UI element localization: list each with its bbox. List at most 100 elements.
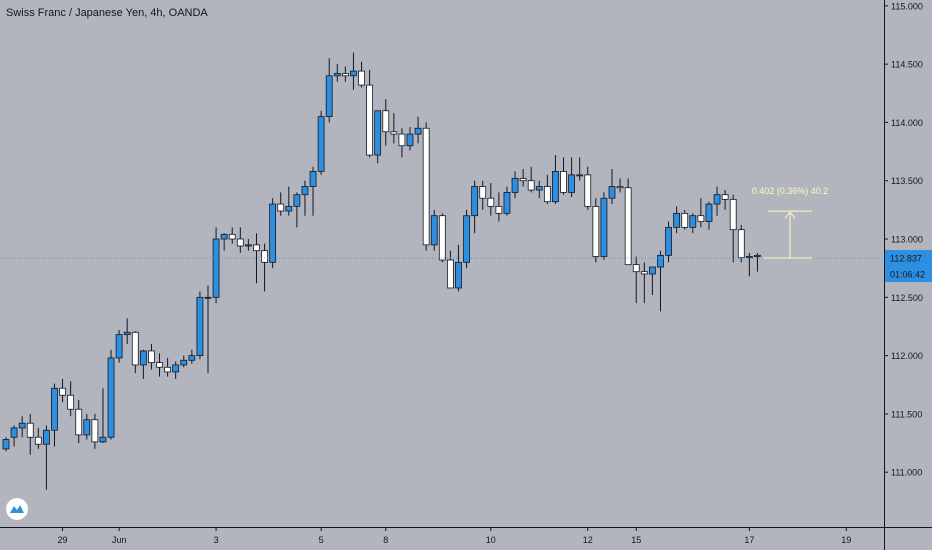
candle-body bbox=[301, 186, 309, 196]
candle-body bbox=[697, 215, 705, 222]
candle-body bbox=[689, 215, 697, 228]
candle-body bbox=[624, 187, 632, 266]
candle-body bbox=[374, 110, 382, 156]
measure-overlay: 0.402 (0.36%) 40.2 bbox=[0, 186, 884, 520]
candle-body bbox=[350, 70, 357, 77]
current-price-value: 112.837 bbox=[890, 254, 922, 264]
candle-body bbox=[253, 244, 260, 252]
time-axis: 29 Jun 3 5 8 10 12 15 17 19 bbox=[0, 527, 932, 550]
candle-body bbox=[269, 203, 277, 263]
candle-body bbox=[123, 331, 131, 336]
candle-body bbox=[430, 215, 438, 246]
time-tick-label: 10 bbox=[486, 535, 496, 545]
candle-body bbox=[729, 198, 737, 231]
candle-body bbox=[325, 75, 333, 117]
logo-mark bbox=[10, 505, 24, 513]
candle-body bbox=[131, 331, 139, 366]
candle-body bbox=[75, 408, 83, 436]
time-tick-label: 5 bbox=[319, 535, 324, 545]
candle-body bbox=[616, 186, 624, 189]
candle-body bbox=[59, 387, 66, 396]
candle-body bbox=[455, 261, 462, 289]
candle-body bbox=[156, 362, 163, 368]
candle-body bbox=[543, 186, 551, 203]
measure-arrow-head bbox=[784, 211, 796, 219]
candle-body bbox=[406, 133, 414, 147]
candle-body bbox=[244, 244, 252, 247]
candle-body bbox=[91, 419, 99, 443]
candle-body bbox=[600, 197, 608, 257]
candle-body bbox=[552, 170, 559, 203]
candle-body bbox=[115, 334, 123, 359]
candle-body bbox=[657, 254, 664, 268]
candle-body bbox=[681, 212, 689, 228]
candle-body bbox=[503, 191, 511, 214]
candle-body bbox=[471, 186, 479, 217]
candle-body bbox=[10, 427, 18, 438]
measure-label: 0.402 (0.36%) 40.2 bbox=[752, 186, 829, 196]
bar-countdown: 01:06:42 bbox=[890, 270, 925, 280]
candle-body bbox=[43, 429, 50, 445]
candle-body bbox=[188, 355, 196, 361]
candle-body bbox=[568, 174, 575, 193]
candle-body bbox=[745, 256, 753, 259]
candle-body bbox=[2, 439, 10, 450]
candle-body bbox=[649, 266, 656, 275]
time-tick-label: 3 bbox=[214, 535, 219, 545]
candle-body bbox=[446, 259, 454, 289]
price-tick-label: 112.500 bbox=[891, 293, 923, 303]
candle-body bbox=[83, 419, 91, 436]
candle-body bbox=[341, 73, 349, 77]
candle-body bbox=[333, 73, 341, 77]
candles bbox=[2, 52, 761, 490]
candle-body bbox=[754, 254, 761, 257]
candle-body bbox=[665, 226, 672, 256]
candle-body bbox=[99, 436, 107, 443]
candle-body bbox=[164, 366, 172, 373]
current-price-badge bbox=[885, 250, 932, 267]
candle-body bbox=[67, 394, 75, 410]
candle-body bbox=[317, 116, 325, 172]
candle-body bbox=[576, 174, 584, 177]
candle-body bbox=[366, 84, 374, 156]
candle-body bbox=[261, 250, 268, 263]
time-tick-label: 12 bbox=[583, 535, 593, 545]
candle-body bbox=[212, 238, 220, 298]
price-tick-label: 113.000 bbox=[891, 235, 923, 245]
candle-body bbox=[309, 170, 317, 187]
candle-body bbox=[204, 296, 212, 299]
candle-body bbox=[34, 436, 42, 445]
candle-body bbox=[277, 203, 285, 212]
candle-body bbox=[632, 264, 640, 273]
candle-body bbox=[172, 364, 180, 373]
candle-body bbox=[511, 177, 519, 193]
candle-body bbox=[382, 110, 390, 133]
price-tick-label: 111.000 bbox=[891, 468, 922, 478]
candle-body bbox=[495, 205, 503, 214]
time-tick-label: 15 bbox=[631, 535, 641, 545]
candle-body bbox=[228, 233, 236, 240]
candle-body bbox=[293, 194, 301, 207]
candle-body bbox=[358, 70, 365, 86]
candle-body bbox=[640, 271, 648, 275]
price-tick-label: 112.000 bbox=[891, 351, 923, 361]
candle-body bbox=[51, 387, 58, 431]
candle-body bbox=[107, 357, 115, 438]
candle-body bbox=[535, 186, 543, 191]
price-tick-label: 115.000 bbox=[891, 1, 923, 11]
candle-body bbox=[196, 296, 204, 357]
time-tick-label: 17 bbox=[744, 535, 754, 545]
candle-body bbox=[463, 215, 470, 263]
candle-body bbox=[148, 350, 155, 364]
time-tick-label: 19 bbox=[841, 535, 851, 545]
candle-body bbox=[560, 170, 567, 193]
price-tick-label: 113.500 bbox=[891, 176, 923, 186]
logo-circle bbox=[6, 498, 28, 520]
candle-body bbox=[592, 205, 600, 257]
time-tick-label: 29 bbox=[58, 535, 68, 545]
candle-body bbox=[398, 133, 406, 147]
candle-body bbox=[584, 174, 592, 207]
candle-body bbox=[139, 350, 147, 366]
